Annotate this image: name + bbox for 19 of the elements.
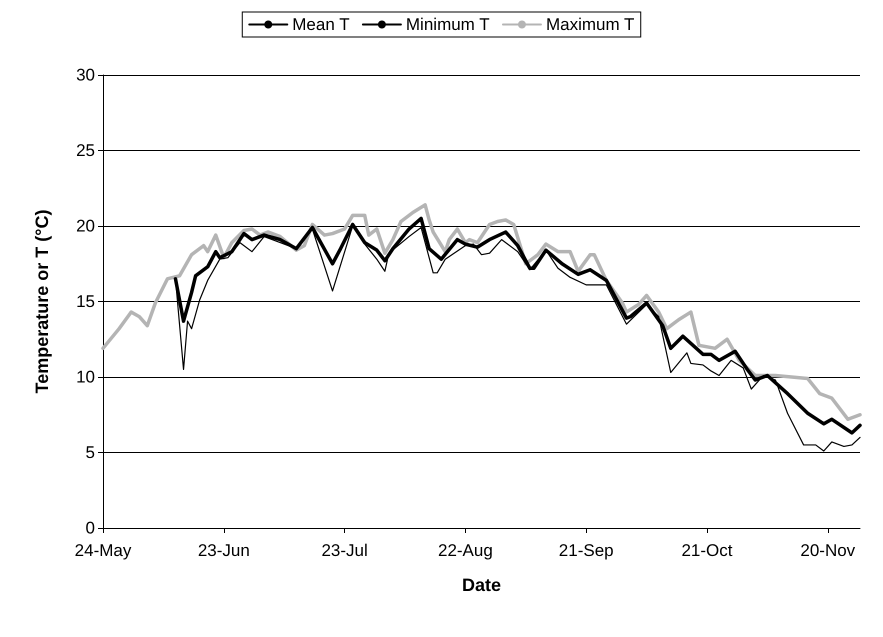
- x-tick-label: 21-Sep: [558, 541, 614, 560]
- y-tick-label: 15: [76, 292, 95, 311]
- x-tick-label: 24-May: [74, 541, 132, 560]
- y-tick-label: 20: [76, 216, 95, 236]
- x-tick-label: 22-Aug: [438, 541, 493, 560]
- x-axis-title: Date: [462, 575, 502, 595]
- x-tick-label: 20-Nov: [800, 541, 856, 560]
- legend-label: Maximum T: [546, 15, 634, 34]
- x-tick-label: 21-Oct: [681, 541, 733, 560]
- x-tick-label: 23-Jul: [321, 541, 368, 560]
- y-tick-label: 0: [86, 518, 95, 538]
- y-tick-label: 30: [76, 66, 95, 84]
- legend-label: Minimum T: [406, 15, 490, 34]
- y-tick-label: 25: [76, 141, 95, 160]
- x-tick-label: 23-Jun: [198, 541, 250, 560]
- legend-label: Mean T: [292, 15, 350, 34]
- y-axis-title: Temperature or T (°C): [32, 210, 52, 394]
- y-tick-label: 10: [76, 368, 95, 386]
- y-tick-label: 5: [86, 443, 95, 462]
